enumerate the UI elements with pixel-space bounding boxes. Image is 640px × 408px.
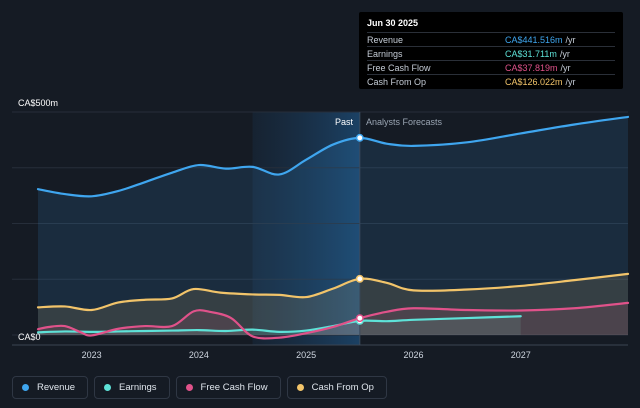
tooltip-row: Revenue CA$441.516m/yr: [367, 32, 615, 46]
legend-item-earnings[interactable]: Earnings: [94, 376, 170, 399]
tooltip-row: Free Cash Flow CA$37.819m/yr: [367, 60, 615, 74]
past-highlight-region: [252, 112, 360, 345]
legend-label: Cash From Op: [311, 382, 374, 393]
tooltip-row: Cash From Op CA$126.022m/yr: [367, 74, 615, 88]
revenue-line: [36, 115, 630, 198]
tooltip-row-value: CA$31.711m: [505, 48, 557, 59]
tooltip-date: Jun 30 2025: [367, 18, 419, 28]
cash-from-op-marker[interactable]: [355, 274, 364, 283]
tooltip-row: Earnings CA$31.711m/yr: [367, 46, 615, 60]
tooltip-row-unit: /yr: [560, 62, 571, 73]
legend: Revenue Earnings Free Cash Flow Cash From O…: [12, 376, 387, 399]
tooltip-row-label: Earnings: [367, 48, 403, 59]
y-axis-label-bottom: CA$0: [18, 332, 41, 342]
y-axis-label-top: CA$500m: [18, 98, 58, 108]
tooltip-row-label: Cash From Op: [367, 76, 427, 87]
tooltip-row-unit: /yr: [565, 76, 576, 87]
x-tick-label: 2023: [82, 350, 102, 360]
revenue-area: [38, 116, 628, 335]
tooltip-row-label: Free Cash Flow: [367, 62, 431, 73]
legend-label: Revenue: [37, 382, 76, 393]
x-tick-label: 2027: [511, 350, 531, 360]
past-label: Past: [335, 117, 354, 127]
forecast-label: Analysts Forecasts: [366, 117, 443, 127]
free-cash-flow-marker[interactable]: [355, 314, 364, 323]
legend-dot-icon: [104, 384, 112, 391]
tooltip-row-label: Revenue: [367, 34, 404, 45]
cash-from-op-line: [36, 272, 630, 312]
legend-item-cash-from-op[interactable]: Cash From Op: [286, 376, 387, 399]
legend-label: Earnings: [119, 382, 157, 393]
x-tick-label: 2026: [403, 350, 423, 360]
legend-dot-icon: [296, 384, 304, 391]
legend-item-free-cash-flow[interactable]: Free Cash Flow: [175, 376, 281, 399]
x-tick-label: 2025: [296, 350, 316, 360]
tooltip-row-value: CA$126.022m: [505, 76, 563, 87]
tooltip-row-value: CA$441.516m: [505, 34, 563, 45]
tooltip-row-unit: /yr: [559, 48, 570, 59]
tooltip-row-unit: /yr: [565, 34, 576, 45]
chart-canvas: CA$500m CA$0 Past Analysts Forecasts 202…: [12, 98, 630, 360]
x-tick-label: 2024: [189, 350, 209, 360]
legend-dot-icon: [22, 384, 29, 391]
revenue-marker[interactable]: [355, 133, 364, 142]
legend-dot-icon: [185, 384, 193, 391]
legend-label: Free Cash Flow: [200, 382, 268, 393]
tooltip-row-value: CA$37.819m: [505, 62, 558, 73]
legend-item-revenue[interactable]: Revenue: [12, 376, 89, 399]
data-tooltip: Jun 30 2025 Revenue CA$441.516m/yr Earning…: [359, 12, 623, 89]
free-cash-flow-line: [36, 301, 630, 340]
